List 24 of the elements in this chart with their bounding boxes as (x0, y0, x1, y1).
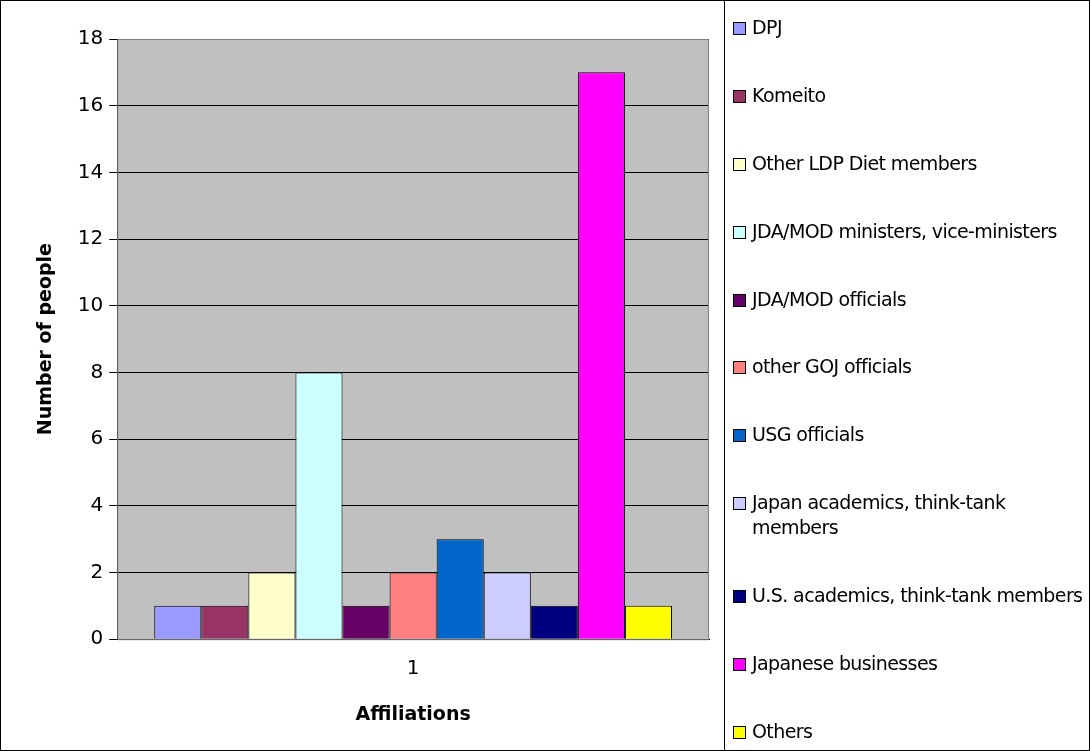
legend-label: Japanese businesses (752, 651, 938, 676)
y-tick-label: 14 (77, 158, 104, 183)
y-tick-label: 8 (90, 358, 104, 383)
y-tick-label: 4 (90, 492, 104, 517)
legend-label: Other LDP Diet members (752, 150, 977, 176)
y-tick-label: 0 (90, 625, 104, 650)
x-axis-title: Affiliations (355, 701, 471, 724)
legend-label: Others (752, 718, 813, 744)
x-tick-label: 1 (406, 655, 420, 680)
legend-label: U.S. academics, think-tank members (752, 583, 1083, 609)
legend-label: JDA/MOD ministers, vice-ministers (752, 218, 1057, 244)
y-tick-label: 10 (77, 291, 104, 316)
legend-label: DPJ (752, 15, 782, 40)
legend-label: JDA/MOD officials (752, 286, 906, 312)
y-tick-label: 18 (77, 25, 104, 50)
y-axis-title: Number of people (33, 243, 56, 436)
y-tick-label: 6 (90, 425, 104, 450)
legend-label: other GOJ officials (752, 354, 912, 380)
legend-label: USG officials (752, 422, 864, 448)
legend-label: Komeito (752, 82, 826, 108)
y-tick-label: 16 (77, 91, 104, 116)
y-tick-label: 2 (90, 558, 104, 583)
y-tick-label: 12 (77, 225, 104, 250)
legend-label: Japan academics, think-tank members (752, 490, 1007, 541)
